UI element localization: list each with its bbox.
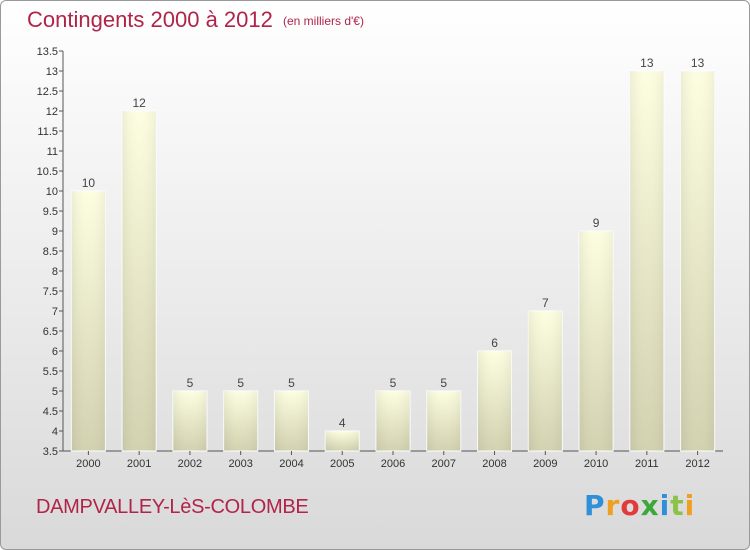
proxiti-logo: Proxiti <box>584 489 696 522</box>
y-tick-label: 11.5 <box>37 126 58 138</box>
value-label-2011: 13 <box>640 56 654 70</box>
chart-subtitle: (en milliers d'€) <box>283 14 364 28</box>
value-label-2001: 12 <box>132 96 146 110</box>
x-tick-label-2006: 2006 <box>381 458 405 470</box>
y-tick-label: 9 <box>52 226 58 238</box>
y-tick-label: 6 <box>52 346 58 358</box>
y-tick-label: 13 <box>46 66 58 78</box>
x-tick-label-2009: 2009 <box>533 458 557 470</box>
bar-shade-2011 <box>629 71 664 451</box>
x-tick-label-2000: 2000 <box>76 458 100 470</box>
chart-title: Contingents 2000 à 2012 <box>27 7 273 32</box>
y-tick-label: 8.5 <box>43 246 58 258</box>
y-tick-label: 13.5 <box>37 46 58 58</box>
y-tick-label: 8 <box>52 266 58 278</box>
bar-shade-2006 <box>376 391 410 451</box>
value-label-2009: 7 <box>542 296 549 310</box>
y-tick-label: 4.5 <box>43 406 58 418</box>
y-tick-label: 12.5 <box>37 86 58 98</box>
bar-shade-2004 <box>274 391 309 451</box>
bar-shade-2001 <box>122 111 157 451</box>
bar-shade-2005 <box>325 431 360 451</box>
value-label-2012: 13 <box>691 56 705 70</box>
value-label-2000: 10 <box>82 176 96 190</box>
value-label-2005: 4 <box>339 416 346 430</box>
x-tick-label-2005: 2005 <box>330 458 354 470</box>
y-tick-label: 5.5 <box>43 366 58 378</box>
bar-shade-2003 <box>223 391 258 451</box>
y-tick-label: 5 <box>52 386 58 398</box>
bar-shade-2000 <box>71 191 106 451</box>
value-label-2003: 5 <box>237 376 244 390</box>
y-tick-label: 6.5 <box>43 326 58 338</box>
x-tick-label-2004: 2004 <box>279 458 303 470</box>
x-tick-label-2001: 2001 <box>127 458 151 470</box>
value-label-2010: 9 <box>593 216 600 230</box>
bar-shade-2010 <box>579 231 614 451</box>
bar-shade-2009 <box>528 311 563 451</box>
commune-name: DAMPVALLEY-LèS-COLOMBE <box>36 496 309 518</box>
y-tick-label: 7 <box>52 306 58 318</box>
x-tick-label-2011: 2011 <box>635 458 659 470</box>
x-tick-label-2007: 2007 <box>432 458 456 470</box>
value-label-2004: 5 <box>288 376 295 390</box>
x-tick-label-2010: 2010 <box>584 458 608 470</box>
x-tick-label-2002: 2002 <box>178 458 202 470</box>
value-label-2002: 5 <box>187 376 194 390</box>
y-tick-label: 12 <box>46 106 58 118</box>
bar-shade-2008 <box>477 351 512 451</box>
y-tick-label: 7.5 <box>43 286 58 298</box>
bar-shade-2002 <box>172 391 207 451</box>
y-tick-label: 10 <box>46 186 58 198</box>
value-label-2007: 5 <box>440 376 447 390</box>
bar-shade-2007 <box>426 391 461 451</box>
y-tick-label: 3.5 <box>43 446 58 458</box>
value-label-2006: 5 <box>390 376 397 390</box>
x-tick-label-2003: 2003 <box>228 458 252 470</box>
y-tick-label: 9.5 <box>43 206 58 218</box>
y-tick-label: 11 <box>47 146 58 158</box>
x-tick-label-2008: 2008 <box>482 458 506 470</box>
bar-shade-2012 <box>680 71 715 451</box>
x-tick-label-2012: 2012 <box>685 458 709 470</box>
y-tick-label: 10.5 <box>37 166 58 178</box>
y-tick-label: 4 <box>52 426 58 438</box>
value-label-2008: 6 <box>491 336 498 350</box>
